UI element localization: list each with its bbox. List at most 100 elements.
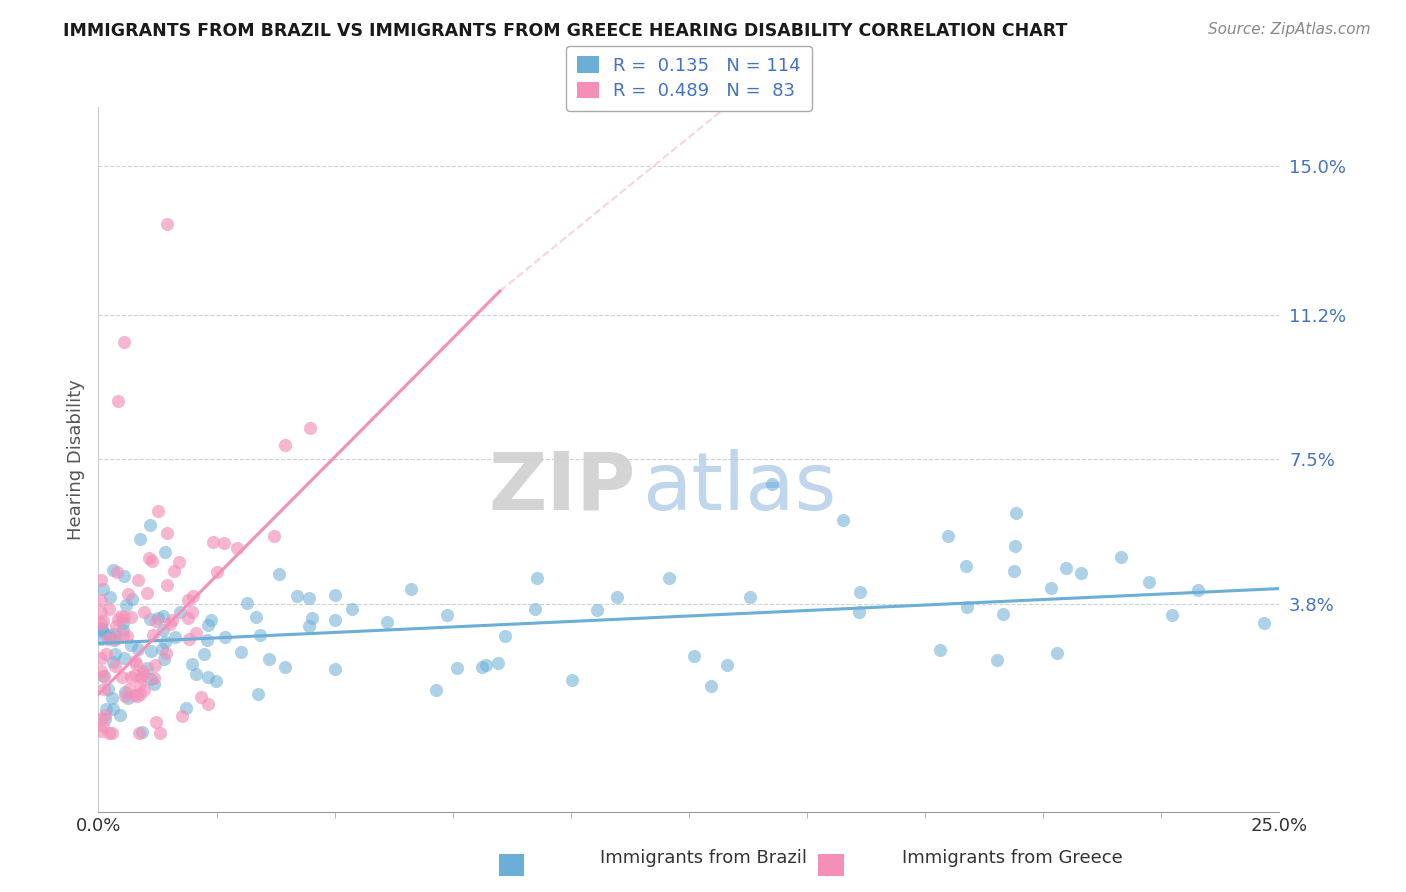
Point (112, 569, 135, 583)
Point (98, 726, 121, 740)
Point (167, 556, 190, 570)
Point (155, 544, 177, 558)
Point (90, 632, 112, 646)
Point (90, 712, 112, 726)
Point (186, 626, 208, 640)
Point (1002, 565, 1025, 579)
Point (1253, 615, 1275, 630)
Point (425, 682, 447, 697)
Point (174, 701, 197, 715)
Point (90, 593, 112, 607)
Point (148, 611, 170, 625)
Point (197, 632, 219, 647)
Y-axis label: Hearing Disability: Hearing Disability (66, 379, 84, 540)
Point (142, 628, 165, 642)
Point (716, 657, 738, 672)
Point (139, 672, 162, 686)
Point (197, 670, 219, 684)
Point (143, 677, 166, 691)
Point (156, 525, 179, 540)
Point (179, 632, 201, 647)
Point (101, 656, 124, 670)
Text: ZIP: ZIP (488, 449, 636, 526)
Point (103, 659, 125, 673)
Point (848, 605, 870, 619)
Point (1005, 506, 1028, 520)
Point (124, 668, 146, 682)
Point (134, 605, 156, 619)
Point (586, 603, 609, 617)
Point (699, 679, 721, 693)
Point (121, 591, 143, 606)
Point (149, 726, 172, 740)
Point (91, 718, 114, 732)
Point (257, 652, 280, 666)
Point (301, 611, 323, 625)
Point (163, 564, 186, 578)
Point (136, 586, 159, 600)
Point (93, 681, 115, 696)
Point (125, 657, 148, 671)
Point (247, 687, 270, 701)
Point (1070, 566, 1092, 581)
Point (128, 642, 150, 657)
Point (155, 646, 177, 660)
Point (740, 590, 762, 604)
Point (128, 726, 150, 740)
Point (200, 613, 222, 627)
Point (205, 566, 228, 580)
Point (955, 559, 977, 574)
Point (105, 565, 128, 579)
Point (104, 632, 127, 646)
Point (1004, 540, 1026, 554)
Point (90, 650, 112, 665)
Point (97, 632, 120, 647)
Point (94, 702, 117, 716)
Point (94, 708, 117, 723)
Point (523, 602, 546, 616)
Point (131, 670, 153, 684)
Point (486, 656, 509, 670)
Point (1161, 607, 1184, 622)
Legend: R =  0.135   N = 114, R =  0.489   N =  83: R = 0.135 N = 114, R = 0.489 N = 83 (567, 45, 811, 111)
Point (245, 609, 267, 624)
Point (110, 609, 132, 624)
Point (193, 647, 215, 661)
Point (132, 683, 155, 698)
Text: Immigrants from Brazil: Immigrants from Brazil (599, 849, 807, 867)
Point (98, 628, 121, 642)
Point (169, 605, 191, 619)
Point (138, 551, 160, 566)
Point (340, 602, 363, 616)
Point (267, 566, 290, 581)
Point (561, 673, 583, 687)
Point (115, 599, 138, 613)
Point (991, 607, 1014, 621)
Point (399, 582, 422, 596)
Point (375, 615, 398, 629)
Point (101, 702, 124, 716)
Point (91, 582, 114, 597)
Point (1109, 550, 1132, 565)
Point (138, 518, 160, 533)
Point (90, 617, 112, 632)
Point (125, 689, 148, 703)
Point (103, 627, 125, 641)
Point (141, 644, 163, 658)
Point (204, 673, 226, 688)
Point (475, 658, 498, 673)
Point (97, 682, 120, 697)
Point (114, 689, 136, 703)
Point (263, 529, 285, 543)
Point (606, 590, 628, 604)
Point (120, 639, 142, 653)
Point (90, 723, 112, 738)
Point (849, 585, 872, 599)
Point (90, 573, 112, 587)
Point (91, 669, 114, 683)
Point (98, 602, 121, 616)
Point (181, 605, 204, 619)
Point (285, 589, 308, 603)
Point (323, 662, 346, 676)
Point (101, 563, 124, 577)
